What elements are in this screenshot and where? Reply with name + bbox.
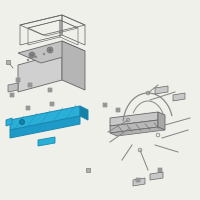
Polygon shape: [6, 118, 12, 126]
Polygon shape: [158, 112, 165, 130]
Polygon shape: [18, 53, 62, 92]
Polygon shape: [80, 106, 88, 120]
Polygon shape: [18, 41, 85, 63]
Polygon shape: [10, 106, 80, 130]
Circle shape: [27, 59, 29, 61]
Circle shape: [48, 48, 52, 51]
Polygon shape: [38, 137, 55, 146]
Polygon shape: [173, 93, 185, 101]
Circle shape: [35, 56, 37, 58]
Polygon shape: [110, 127, 165, 136]
Circle shape: [29, 52, 35, 58]
Polygon shape: [133, 178, 145, 186]
Polygon shape: [8, 83, 18, 92]
Polygon shape: [110, 112, 158, 126]
Circle shape: [43, 53, 45, 55]
Circle shape: [20, 119, 24, 124]
Circle shape: [47, 47, 53, 53]
Circle shape: [51, 50, 53, 52]
Polygon shape: [110, 120, 158, 133]
Polygon shape: [155, 86, 168, 94]
Polygon shape: [62, 41, 85, 90]
Polygon shape: [150, 172, 163, 180]
Polygon shape: [10, 116, 80, 138]
Circle shape: [30, 53, 34, 56]
